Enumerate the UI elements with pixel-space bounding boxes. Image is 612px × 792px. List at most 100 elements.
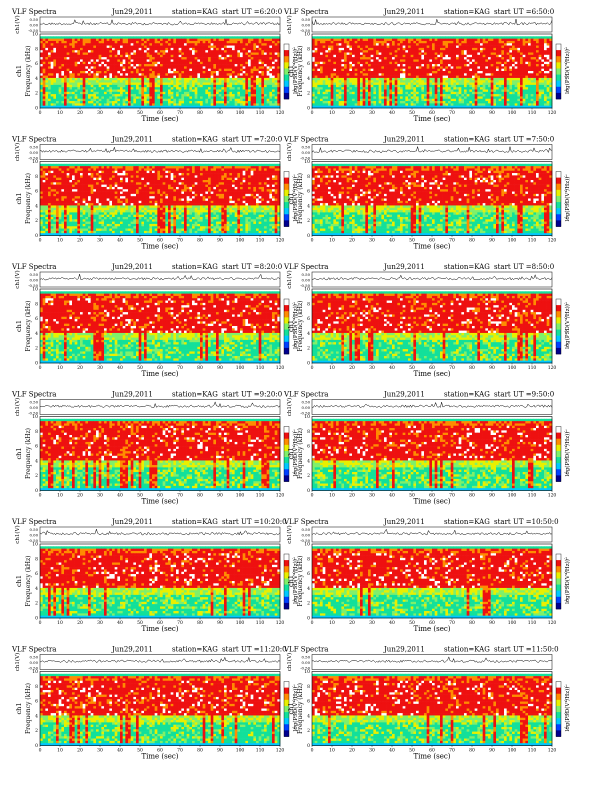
spectrogram-cell xyxy=(192,78,195,81)
spectrogram-cell xyxy=(157,87,160,90)
spectrogram-cell xyxy=(267,85,270,88)
spectrogram-cell xyxy=(93,69,96,72)
spectrogram-cell xyxy=(120,43,123,46)
spectrogram-cell xyxy=(64,71,67,74)
spectrogram-cell xyxy=(139,48,142,51)
spectrogram-cell xyxy=(120,80,123,83)
spectrogram-cell xyxy=(181,71,184,74)
spectrogram-cell xyxy=(83,83,86,86)
spectrogram-cell xyxy=(109,78,112,81)
spectrogram-cell xyxy=(187,50,190,53)
spectrogram-cell xyxy=(69,80,72,83)
spectrogram-cell xyxy=(176,73,179,76)
spectrogram-cell xyxy=(179,99,182,102)
spectrogram-cell xyxy=(136,55,139,58)
spectrogram-cell xyxy=(133,85,136,88)
spectrogram-cell xyxy=(200,90,203,93)
spectrogram-cell xyxy=(211,55,214,58)
spectrogram-cell xyxy=(195,50,198,53)
spectrogram-cell xyxy=(211,53,214,56)
spectrogram-cell xyxy=(251,64,254,67)
spectrogram-cell xyxy=(149,101,152,104)
spectrogram-cell xyxy=(221,50,224,53)
spectrogram-cell xyxy=(147,57,150,60)
spectrogram-cell xyxy=(96,85,99,88)
spectrogram-cell xyxy=(99,66,102,69)
spectrogram-cell xyxy=(59,66,62,69)
spectrogram-cell xyxy=(56,73,59,76)
spectrogram-cell xyxy=(195,48,198,51)
spectrogram-cell xyxy=(176,66,179,69)
spectrogram-cell xyxy=(149,94,152,97)
spectrogram-cell xyxy=(56,39,59,42)
spectrogram-cell xyxy=(173,76,176,79)
spectrogram-cell xyxy=(208,101,211,104)
spectrogram-cell xyxy=(139,53,142,56)
spectrogram-cell xyxy=(40,101,43,104)
spectrogram-cell xyxy=(85,59,88,62)
spectrogram-cell xyxy=(267,53,270,56)
spectrogram-cell xyxy=(56,90,59,93)
spectrogram-cell xyxy=(139,39,142,42)
spectrogram-cell xyxy=(85,103,88,106)
spectrogram-cell xyxy=(152,85,155,88)
spectrogram-cell xyxy=(267,43,270,46)
spectrogram-cell xyxy=(133,83,136,86)
spectrogram-cell xyxy=(75,87,78,90)
spectrogram-cell xyxy=(123,71,126,74)
spectrogram-cell xyxy=(101,92,104,95)
spectrogram-cell xyxy=(133,99,136,102)
spectrogram-cell xyxy=(213,99,216,102)
spectrogram-cell xyxy=(200,53,203,56)
spectrogram-cell xyxy=(112,66,115,69)
spectrogram-cell xyxy=(200,99,203,102)
spectrogram-cell xyxy=(157,69,160,72)
spectrogram-cell xyxy=(93,92,96,95)
spectrogram-cell xyxy=(85,87,88,90)
spectrogram-cell xyxy=(163,90,166,93)
spectrogram-cell xyxy=(272,69,275,72)
spectrogram-cell xyxy=(213,87,216,90)
spectrogram-cell xyxy=(184,83,187,86)
spectrogram-cell xyxy=(203,46,206,49)
spectrogram-cell xyxy=(125,62,128,65)
spectrogram-cell xyxy=(237,90,240,93)
spectrogram-cell xyxy=(144,90,147,93)
spectrogram-cell xyxy=(211,69,214,72)
spectrogram-cell xyxy=(189,78,192,81)
spectrogram-cell xyxy=(235,55,238,58)
spectrogram-cell xyxy=(211,78,214,81)
spectrogram-cell xyxy=(192,76,195,79)
spectrogram-cell xyxy=(149,76,152,79)
spectrogram-cell xyxy=(85,73,88,76)
spectrogram-cell xyxy=(149,90,152,93)
spectrogram-cell xyxy=(203,71,206,74)
spectrogram-cell xyxy=(272,57,275,60)
spectrogram-cell xyxy=(245,85,248,88)
spectrogram-cell xyxy=(235,94,238,97)
spectrogram-cell xyxy=(235,92,238,95)
trace-tick-label: 0.00 xyxy=(302,23,311,28)
spectrogram-cell xyxy=(171,103,174,106)
spectrogram-cell xyxy=(261,57,264,60)
spectrogram-cell xyxy=(112,53,115,56)
spectrogram-cell xyxy=(77,41,80,44)
spectrogram-cell xyxy=(99,96,102,99)
spectrogram-cell xyxy=(80,57,83,60)
spectrogram-cell xyxy=(141,57,144,60)
spectrogram-cell xyxy=(112,34,115,37)
spectrogram-cell xyxy=(216,62,219,65)
spectrogram-cell xyxy=(157,59,160,62)
spectrogram-cell xyxy=(272,73,275,76)
spectrogram-cell xyxy=(221,85,224,88)
spectrogram-cell xyxy=(245,94,248,97)
spectrogram-cell xyxy=(72,66,75,69)
spectrogram-cell xyxy=(219,64,222,67)
spectrogram-cell xyxy=(128,87,131,90)
spectrogram-cell xyxy=(173,90,176,93)
spectrogram-cell xyxy=(123,80,126,83)
spectrogram-cell xyxy=(251,92,254,95)
spectrogram-cell xyxy=(96,62,99,65)
spectrogram-cell xyxy=(237,99,240,102)
spectrogram-cell xyxy=(232,71,235,74)
